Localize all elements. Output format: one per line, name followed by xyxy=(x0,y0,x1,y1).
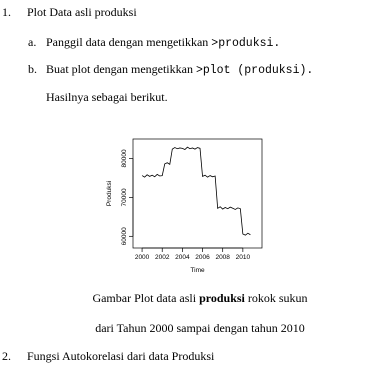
chart: 2000 2002 2004 2006 2008 2010 60000 70000 80000 T… xyxy=(106,138,263,274)
x-axis-title: Time xyxy=(190,267,205,274)
item-label: a. xyxy=(28,35,36,49)
x-tick-label: 2000 xyxy=(135,254,150,261)
item-code: >produksi. xyxy=(211,37,280,50)
caption-bold: produksi xyxy=(199,291,245,305)
caption: dari Tahun 2000 sampai dengan tahun 2010 xyxy=(95,321,305,335)
x-tick-label: 2004 xyxy=(175,254,190,261)
y-axis-title: Produksi xyxy=(106,181,113,206)
x-tick-label: 2006 xyxy=(195,254,210,261)
section-title: Fungsi Autokorelasi dari data Produksi xyxy=(27,349,215,363)
section-number: 1. xyxy=(2,5,11,19)
y-tick-label: 60000 xyxy=(121,227,128,245)
x-tick-label: 2002 xyxy=(155,254,170,261)
item-text: Panggil data dengan mengetikkan >produks… xyxy=(46,35,280,50)
series-line xyxy=(141,146,251,236)
item-body: Buat plot dengan mengetikkan xyxy=(46,62,193,76)
note: Hasilnya sebagai berikut. xyxy=(46,90,168,104)
caption-text: Gambar Plot data asli xyxy=(92,291,196,305)
item-label: b. xyxy=(28,62,37,76)
caption-text: rokok sukun xyxy=(248,291,308,305)
item-code: >plot (produksi). xyxy=(196,64,313,77)
item-body: Panggil data dengan mengetikkan xyxy=(46,35,208,49)
section-title: Plot Data asli produksi xyxy=(27,5,137,19)
x-tick-label: 2008 xyxy=(215,254,230,261)
caption: Gambar Plot data asli produksi rokok suk… xyxy=(92,291,307,305)
section-number: 2. xyxy=(2,349,11,363)
y-tick-label: 70000 xyxy=(121,188,128,206)
item-text: Buat plot dengan mengetikkan >plot (prod… xyxy=(46,62,313,77)
x-tick-label: 2010 xyxy=(236,254,251,261)
y-tick-label: 80000 xyxy=(121,149,128,167)
